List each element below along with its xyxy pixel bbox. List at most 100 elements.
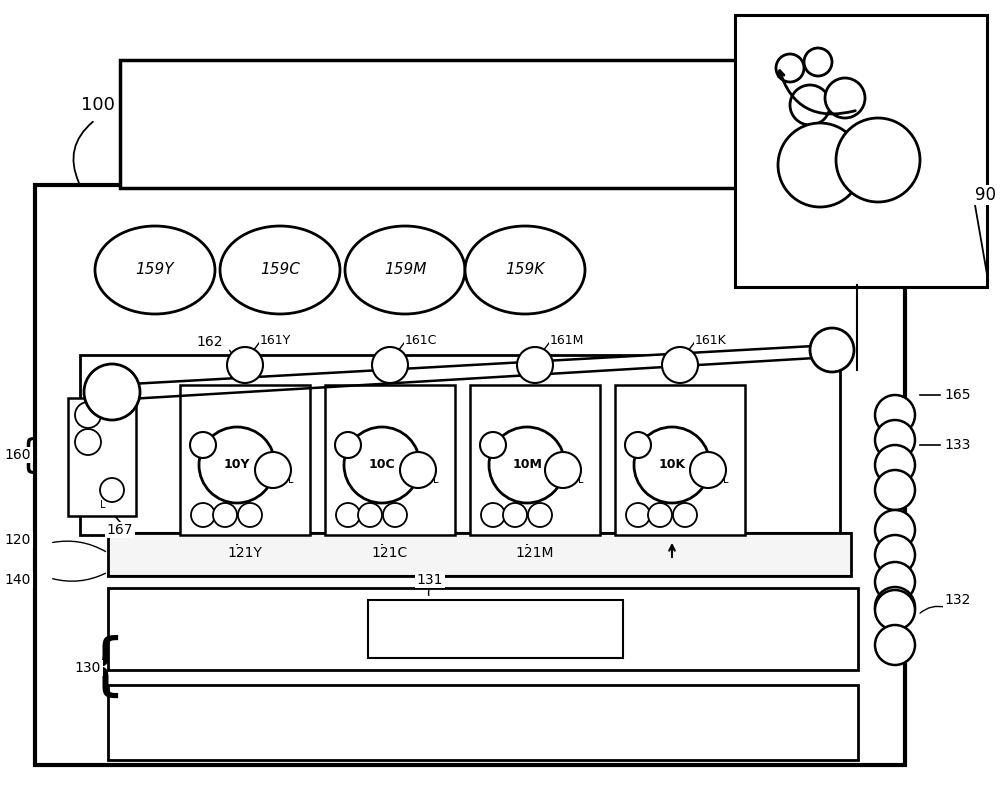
Bar [735,15,987,287]
Text: 120: 120 [5,533,31,547]
Text: 10M: 10M [512,458,542,471]
Ellipse shape [95,226,215,314]
Circle shape [100,478,124,502]
Text: L: L [288,475,294,485]
Text: 10Y: 10Y [224,458,250,471]
Circle shape [875,395,915,435]
Circle shape [545,452,581,488]
Circle shape [875,535,915,575]
Circle shape [191,503,215,527]
Bar [120,60,765,188]
Bar [80,355,840,535]
Circle shape [400,452,436,488]
Circle shape [481,503,505,527]
Polygon shape [112,345,832,400]
Circle shape [804,48,832,76]
Circle shape [75,402,101,428]
Circle shape [227,347,263,383]
Text: 133: 133 [945,438,971,452]
Circle shape [875,510,915,550]
Ellipse shape [220,226,340,314]
Text: {: { [16,436,40,474]
Circle shape [825,78,865,118]
Text: 161C: 161C [405,334,437,346]
Circle shape [489,427,565,503]
Text: L: L [100,500,106,510]
Text: 90: 90 [974,186,996,204]
Circle shape [673,503,697,527]
Circle shape [648,503,672,527]
Circle shape [75,429,101,455]
Circle shape [790,85,830,125]
Text: 10C: 10C [369,458,395,471]
Text: L: L [578,475,584,485]
Circle shape [336,503,360,527]
Circle shape [875,470,915,510]
Bar [180,385,310,535]
Text: {: { [84,635,126,701]
Circle shape [238,503,262,527]
Circle shape [517,347,553,383]
Text: 140: 140 [5,573,31,587]
Ellipse shape [465,226,585,314]
Bar [35,185,905,765]
Text: 161M: 161M [550,334,584,346]
Circle shape [255,452,291,488]
Circle shape [875,445,915,485]
Text: 160: 160 [5,448,31,462]
Circle shape [383,503,407,527]
Circle shape [503,503,527,527]
Circle shape [213,503,237,527]
Bar [615,385,745,535]
Text: 121M: 121M [516,546,554,560]
Circle shape [528,503,552,527]
Circle shape [875,420,915,460]
Text: 100: 100 [81,96,115,114]
Text: 130: 130 [75,661,101,675]
Bar [108,588,858,670]
Circle shape [778,123,862,207]
Circle shape [836,118,920,202]
Circle shape [875,562,915,602]
Text: 161Y: 161Y [260,334,291,346]
Circle shape [358,503,382,527]
Text: 121Y: 121Y [228,546,262,560]
Circle shape [190,432,216,458]
Circle shape [875,590,915,630]
Circle shape [662,347,698,383]
Circle shape [372,347,408,383]
Circle shape [335,432,361,458]
Circle shape [776,54,804,82]
Bar [108,685,858,760]
Text: 159M: 159M [384,263,426,278]
Text: 132: 132 [945,593,971,607]
Circle shape [690,452,726,488]
Circle shape [875,587,915,627]
Bar [470,385,600,535]
Circle shape [480,432,506,458]
Bar [108,533,851,576]
Text: 121C: 121C [372,546,408,560]
Circle shape [199,427,275,503]
Circle shape [625,432,651,458]
Text: 10K: 10K [658,458,686,471]
Circle shape [84,364,140,420]
Text: L: L [433,475,439,485]
Text: 161K: 161K [695,334,727,346]
Text: 162: 162 [197,335,223,349]
Circle shape [634,427,710,503]
Bar [68,398,136,516]
Circle shape [344,427,420,503]
Text: 159Y: 159Y [136,263,174,278]
Bar [368,600,623,658]
Bar [325,385,455,535]
Text: 159K: 159K [505,263,545,278]
Circle shape [875,625,915,665]
Text: 165: 165 [945,388,971,402]
Circle shape [626,503,650,527]
Text: 159C: 159C [260,263,300,278]
Circle shape [810,328,854,372]
Text: 131: 131 [417,573,443,587]
Text: L: L [723,475,729,485]
Ellipse shape [345,226,465,314]
